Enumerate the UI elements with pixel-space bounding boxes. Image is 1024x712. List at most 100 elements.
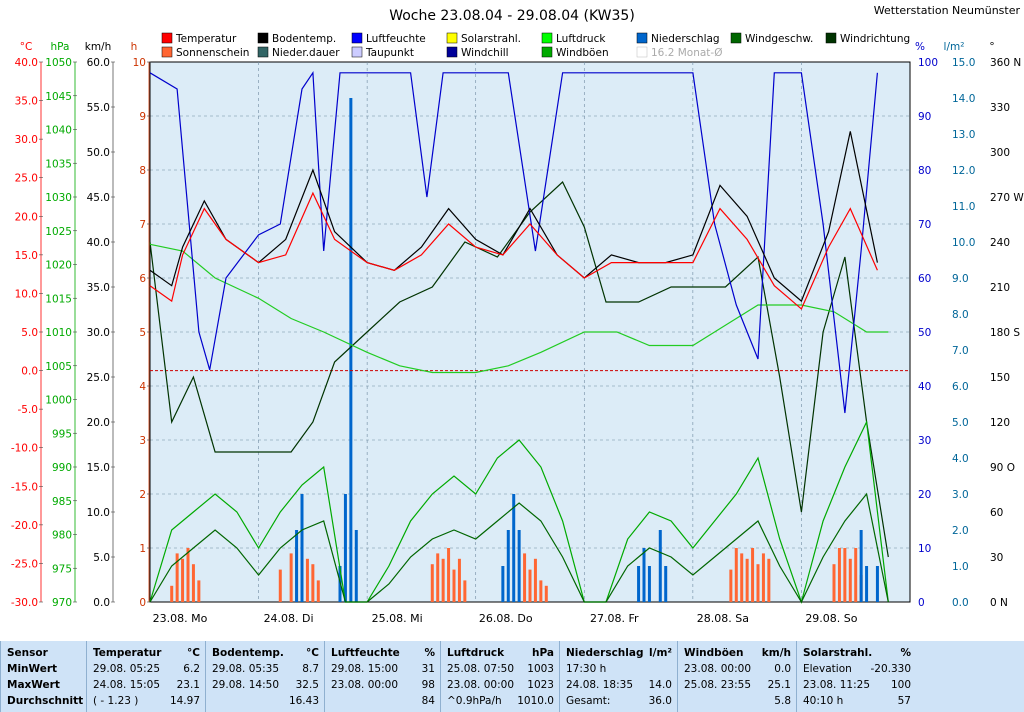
stats-header: Temperatur °C <box>93 647 200 663</box>
precip-bar <box>875 566 879 602</box>
stats-row: 29.08. 05:35 8.7 <box>212 663 319 679</box>
sunshine-bar <box>441 558 445 602</box>
axis-tick-label: 270 W <box>990 192 1024 204</box>
sunshine-bar <box>751 548 755 602</box>
sunshine-bar <box>447 548 451 602</box>
legend-swatch <box>730 32 742 44</box>
legend-item: Sonnenschein <box>176 47 249 59</box>
axis-tick-label: 1040 <box>45 125 72 137</box>
precip-bar <box>865 566 869 602</box>
series-line-windgeschw <box>149 492 889 604</box>
sunshine-bar <box>544 585 548 602</box>
axis-tick-label: 30.0 <box>15 134 38 146</box>
stats-value: 32.5 <box>295 679 319 691</box>
sunshine-bar <box>305 558 309 602</box>
axis-tick-label: 10.0 <box>952 237 975 249</box>
axis-tick-label: 90 <box>918 111 931 123</box>
axis-tick-label: 11.0 <box>952 201 975 213</box>
stats-label: 24.08. 15:05 <box>93 679 160 691</box>
axis-tick-label: 1030 <box>45 192 72 204</box>
stats-value: -20.330 <box>870 663 911 675</box>
axis-tick-label: 60.0 <box>87 57 110 69</box>
axis-tick-label: 14.0 <box>952 93 975 105</box>
stats-column: Sensor MinWert MaxWert Durchschnitt <box>0 641 87 712</box>
legend-item: Temperatur <box>175 33 237 45</box>
axis-tick-label: 330 <box>990 102 1010 114</box>
stats-value: 14.97 <box>169 695 200 707</box>
sunshine-bar <box>740 553 744 602</box>
legend-item: Windrichtung <box>840 33 910 45</box>
sunshine-bar <box>289 553 293 602</box>
axis-tick-label: 40.0 <box>15 57 38 69</box>
axis-tick-label: 40.0 <box>87 237 110 249</box>
stats-label: Durchschnitt <box>7 695 84 707</box>
axis-tick-label: 100 <box>918 57 938 69</box>
stats-label: Niederschlag <box>566 647 644 659</box>
stats-value: °C <box>306 647 319 659</box>
stats-value: 25.1 <box>767 679 791 691</box>
sunshine-bar <box>837 548 841 602</box>
stats-row: 23.08. 11:25 100 <box>803 679 911 695</box>
legend-item: Windgeschw. <box>745 33 813 45</box>
axis-tick-label: 20.0 <box>87 417 110 429</box>
x-tick-label: 28.08. Sa <box>697 612 749 625</box>
stats-row: MaxWert <box>7 679 81 695</box>
legend-item: Niederschlag <box>651 33 720 45</box>
axis-tick-label: -5.0 <box>18 404 39 416</box>
axis-tick-label: -15.0 <box>11 481 38 493</box>
stats-label: 40:10 h <box>803 695 844 707</box>
sunshine-bar <box>191 564 195 602</box>
axis-tick-label: 1 <box>139 543 146 555</box>
x-tick-label: 29.08. So <box>805 612 857 625</box>
stats-label: Solarstrahl. <box>803 647 873 659</box>
axis-tick-label: 12.0 <box>952 165 975 177</box>
stats-label: Windböen <box>684 647 744 659</box>
sunshine-bar <box>767 558 771 602</box>
legend-swatch <box>825 32 837 44</box>
sunshine-bar <box>734 548 738 602</box>
precip-bar <box>506 530 510 602</box>
series-line-windben <box>149 419 889 605</box>
axis-tick-label: 1005 <box>45 361 72 373</box>
sunshine-bar <box>523 553 527 602</box>
axis-tick-label: 60 <box>918 273 931 285</box>
axis-tick-label: 360 N <box>990 57 1021 69</box>
sunshine-bar <box>745 558 749 602</box>
stats-value: km/h <box>761 647 791 659</box>
stats-label: 17:30 h <box>566 663 607 675</box>
axis-unit-right: % <box>915 41 925 53</box>
sunshine-bar <box>756 564 760 602</box>
x-tick-label: 27.08. Fr <box>590 612 639 625</box>
axis-tick-label: 4.0 <box>952 453 969 465</box>
stats-column: Bodentemp. °C 29.08. 05:35 8.7 29.08. 14:50 3… <box>205 641 325 712</box>
legend-swatch <box>446 46 458 58</box>
axis-tick-label: -30.0 <box>11 597 38 609</box>
axis-tick-label: 970 <box>52 597 72 609</box>
axis-tick-label: 150 <box>990 372 1010 384</box>
stats-label: Luftdruck <box>447 647 505 659</box>
axis-tick-label: 30 <box>918 435 931 447</box>
axis-tick-label: 4 <box>139 381 146 393</box>
legend-swatch <box>257 46 269 58</box>
axis-tick-label: 2 <box>139 489 146 501</box>
stats-row: Elevation -20.330 <box>803 663 911 679</box>
axis-tick-label: 10 <box>133 57 146 69</box>
sunshine-bar <box>848 558 852 602</box>
legend-item: Luftfeuchte <box>366 33 426 45</box>
axis-tick-label: 1020 <box>45 260 72 272</box>
stats-row: ^0.9hPa/h 1010.0 <box>447 695 554 711</box>
precip-bar <box>501 566 505 602</box>
axis-tick-label: 0 <box>918 597 925 609</box>
legend-item: Windböen <box>556 47 609 59</box>
legend-item: Bodentemp. <box>272 33 336 45</box>
axis-tick-label: 1.0 <box>952 561 969 573</box>
stats-value: 1010.0 <box>517 695 554 707</box>
axis-tick-label: 5.0 <box>21 327 38 339</box>
precip-bar <box>300 494 304 602</box>
axis-tick-label: 8.0 <box>952 309 969 321</box>
stats-label: Bodentemp. <box>212 647 284 659</box>
precip-bar <box>354 530 358 602</box>
legend-item: Nieder.dauer <box>272 47 340 59</box>
stats-label: MinWert <box>7 663 58 675</box>
stats-value: 6.2 <box>183 663 200 675</box>
